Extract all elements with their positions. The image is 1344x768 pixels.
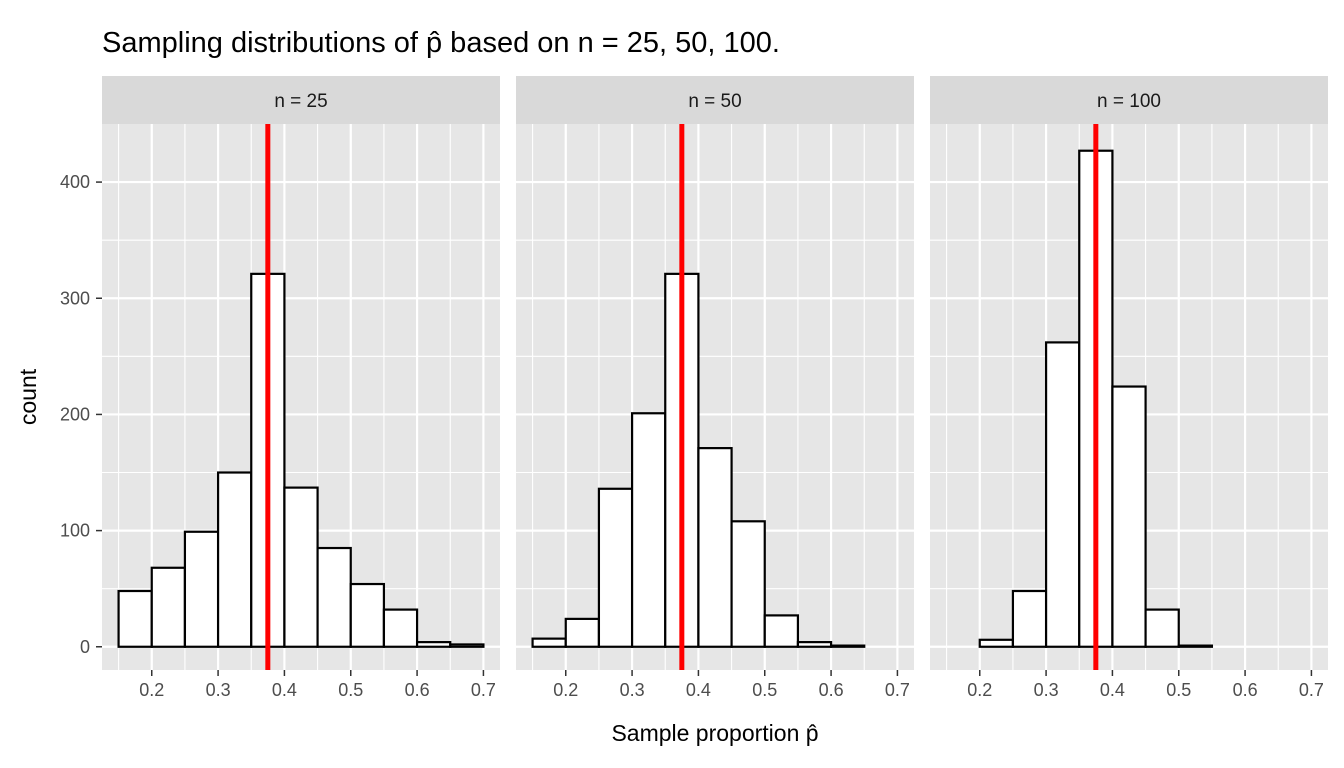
histogram-bar [796, 641, 833, 648]
histogram-bar [697, 447, 733, 648]
x-tick-label: 0.7 [1299, 680, 1324, 700]
facet-strip [516, 76, 914, 124]
histogram-bar [1011, 589, 1048, 648]
chart-title: Sampling distributions of p̂ based on n … [102, 27, 780, 59]
histogram-bar [150, 566, 187, 648]
facet-panel: n = 50 0.2 0.3 0.4 0.5 0.6 0.7 [516, 76, 914, 700]
histogram-bar [382, 608, 419, 648]
histogram-bar [1111, 385, 1147, 648]
x-tick-label: 0.2 [553, 680, 578, 700]
x-tick-label: 0.5 [1166, 680, 1191, 700]
x-tick-label: 0.7 [885, 680, 910, 700]
histogram-bar [531, 637, 567, 648]
histogram-bar [415, 641, 452, 648]
histogram-bar [349, 582, 386, 648]
x-tick-label: 0.3 [620, 680, 645, 700]
histogram-bar [117, 589, 153, 648]
facet-strip-label: n = 50 [688, 91, 741, 112]
histogram-bar [216, 471, 253, 648]
y-tick-label: 100 [60, 521, 90, 541]
histogram-bar [763, 614, 800, 648]
histogram-bar [730, 520, 766, 648]
y-tick-label: 200 [60, 404, 90, 424]
histogram-bar [630, 412, 667, 648]
histogram-bar [597, 487, 634, 648]
y-tick-label: 0 [80, 637, 90, 657]
histogram-bar [829, 644, 866, 648]
x-axis-title: Sample proportion p̂ [611, 720, 818, 746]
facet-strip-label: n = 100 [1097, 91, 1161, 112]
x-tick-label: 0.3 [1034, 680, 1059, 700]
facet-strip-label: n = 25 [274, 91, 327, 112]
facet-strip [102, 76, 500, 124]
x-tick-label: 0.2 [967, 680, 992, 700]
y-axis: 0 100 200 300 400 [60, 172, 102, 657]
facet-strip [930, 76, 1328, 124]
x-tick-label: 0.6 [1233, 680, 1258, 700]
x-tick-label: 0.2 [139, 680, 164, 700]
histogram-bar [316, 546, 352, 648]
histogram-bar [564, 617, 601, 648]
x-tick-label: 0.4 [686, 680, 711, 700]
y-axis-title: count [15, 368, 41, 425]
x-tick-label: 0.7 [471, 680, 496, 700]
x-tick-label: 0.4 [1100, 680, 1125, 700]
y-tick-label: 400 [60, 172, 90, 192]
x-tick-label: 0.4 [272, 680, 297, 700]
histogram-bar [183, 530, 220, 648]
histogram-bar [1044, 341, 1081, 648]
histogram-bar [1177, 644, 1214, 648]
y-tick-label: 300 [60, 288, 90, 308]
histogram-bar [1144, 608, 1180, 648]
x-tick-label: 0.5 [752, 680, 777, 700]
histogram-bar [449, 643, 485, 648]
facet-panels: n = 25 0.2 0.3 0.4 0.5 0.6 0.7 n = 50 0.2 0.3 0.4 0… [102, 76, 1328, 700]
x-tick-label: 0.3 [206, 680, 231, 700]
x-tick-label: 0.6 [405, 680, 430, 700]
histogram-bar [978, 638, 1015, 648]
facet-panel: n = 100 0.2 0.3 0.4 0.5 0.6 0.7 [930, 76, 1328, 700]
x-tick-label: 0.5 [338, 680, 363, 700]
x-tick-label: 0.6 [819, 680, 844, 700]
histogram-bar [283, 486, 319, 648]
facet-panel: n = 25 0.2 0.3 0.4 0.5 0.6 0.7 [102, 76, 500, 700]
